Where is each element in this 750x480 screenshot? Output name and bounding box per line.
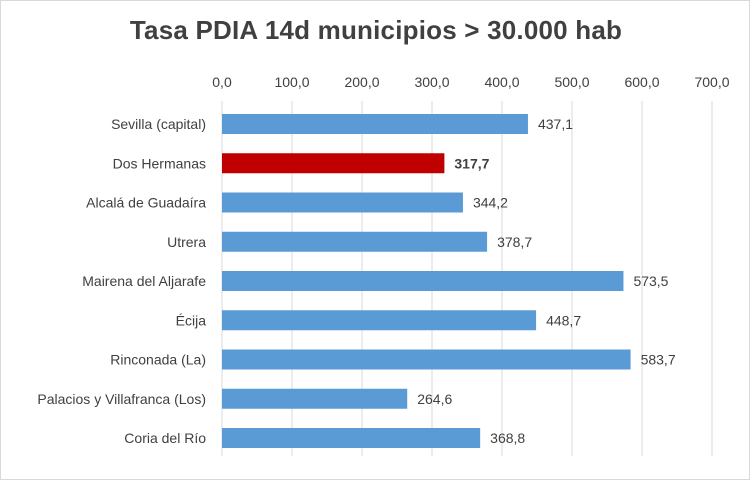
bar (222, 388, 408, 409)
bar (222, 310, 537, 331)
x-tick-label: 300,0 (414, 74, 449, 90)
bar (222, 192, 463, 213)
category-label: Sevilla (capital) (111, 116, 206, 132)
x-tick-label: 500,0 (554, 74, 589, 90)
x-tick-label: 0,0 (212, 74, 232, 90)
bar-highlight (222, 153, 445, 174)
data-label: 448,7 (546, 312, 581, 328)
category-label: Utrera (167, 234, 206, 250)
data-label: 573,5 (633, 273, 668, 289)
chart-title: Tasa PDIA 14d municipios > 30.000 hab (129, 15, 623, 45)
x-tick-label: 600,0 (624, 74, 659, 90)
data-label: 583,7 (641, 352, 676, 368)
data-label: 378,7 (497, 234, 532, 250)
category-label: Coria del Río (124, 430, 206, 446)
data-label: 437,1 (538, 116, 573, 132)
bar (222, 231, 488, 252)
data-label: 368,8 (490, 430, 525, 446)
category-label: Mairena del Aljarafe (82, 273, 206, 289)
data-label: 317,7 (454, 155, 489, 171)
data-label: 344,2 (473, 195, 508, 211)
x-tick-label: 200,0 (344, 74, 379, 90)
x-tick-label: 400,0 (484, 74, 519, 90)
category-label: Écija (176, 312, 207, 328)
x-tick-label: 700,0 (694, 74, 729, 90)
x-tick-label: 100,0 (274, 74, 309, 90)
bar (222, 114, 528, 134)
bar (222, 349, 631, 370)
category-label: Rinconada (La) (110, 352, 206, 368)
bar (222, 428, 481, 448)
category-label: Alcalá de Guadaíra (86, 195, 206, 211)
data-label: 264,6 (417, 391, 452, 407)
category-label: Dos Hermanas (113, 155, 206, 171)
category-label: Palacios y Villafranca (Los) (37, 391, 206, 407)
bar (222, 271, 624, 291)
